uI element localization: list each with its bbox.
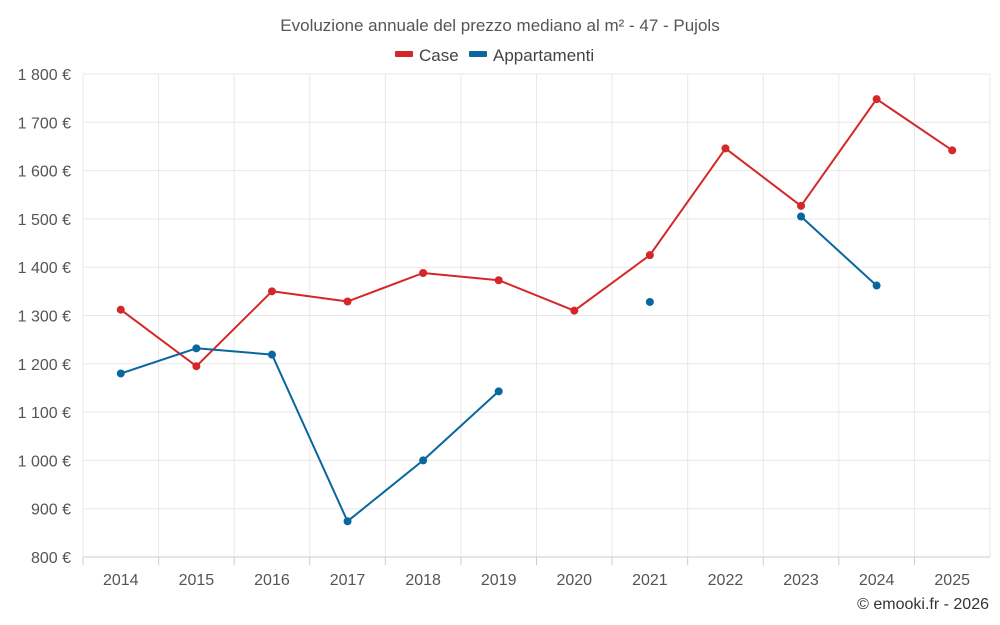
data-point-case[interactable]	[872, 95, 881, 104]
x-tick-label: 2025	[934, 572, 970, 589]
data-point-case[interactable]	[948, 146, 957, 155]
series-line-appartamenti	[800, 215, 878, 287]
x-tick-label: 2024	[859, 572, 895, 589]
x-tick-label: 2016	[254, 572, 290, 589]
y-tick-label: 1 200 €	[18, 357, 71, 374]
y-tick-label: 1 000 €	[18, 453, 71, 470]
x-tick-label: 2018	[405, 572, 441, 589]
data-point-appartamenti[interactable]	[419, 456, 428, 465]
y-tick-label: 900 €	[31, 502, 71, 519]
data-point-appartamenti[interactable]	[192, 344, 201, 353]
y-tick-label: 800 €	[31, 550, 71, 567]
legend[interactable]: Case Appartamenti	[395, 46, 594, 65]
data-point-case[interactable]	[267, 287, 276, 296]
data-point-appartamenti[interactable]	[343, 517, 352, 526]
data-point-case[interactable]	[721, 144, 730, 153]
legend-swatch-case	[395, 51, 413, 57]
data-point-appartamenti[interactable]	[494, 387, 503, 396]
data-point-case[interactable]	[116, 305, 125, 314]
data-point-case[interactable]	[645, 251, 654, 260]
data-point-case[interactable]	[192, 362, 201, 371]
x-tick-label: 2022	[708, 572, 744, 589]
series-line-appartamenti	[120, 347, 500, 523]
legend-swatch-appartamenti	[469, 51, 487, 57]
y-axis-ticks: 800 € 900 € 1 000 € 1 100 € 1 200 € 1 300 € 1 …	[18, 67, 71, 567]
data-point-case[interactable]	[797, 201, 806, 210]
series-appartamenti	[116, 212, 881, 526]
legend-item-case[interactable]: Case	[395, 46, 459, 65]
x-axis-ticks: 2014 2015 2016 2017 2018 2019 2020 2021 2022 2023…	[103, 572, 970, 589]
credit-text: © emooki.fr - 2026	[857, 596, 989, 613]
legend-item-appartamenti[interactable]: Appartamenti	[469, 46, 594, 65]
x-tick-label: 2020	[556, 572, 592, 589]
series	[116, 95, 957, 526]
y-tick-label: 1 600 €	[18, 164, 71, 181]
grid	[82, 73, 991, 565]
y-tick-label: 1 100 €	[18, 405, 71, 422]
y-tick-label: 1 400 €	[18, 260, 71, 277]
data-point-case[interactable]	[419, 268, 428, 277]
x-tick-label: 2021	[632, 572, 668, 589]
x-tick-label: 2019	[481, 572, 517, 589]
x-tick-label: 2023	[783, 572, 819, 589]
y-tick-label: 1 500 €	[18, 212, 71, 229]
x-tick-label: 2014	[103, 572, 139, 589]
x-tick-label: 2015	[179, 572, 215, 589]
data-point-appartamenti[interactable]	[872, 281, 881, 290]
series-case	[116, 95, 957, 371]
chart-title: Evoluzione annuale del prezzo mediano al…	[280, 16, 719, 35]
data-point-appartamenti[interactable]	[797, 212, 806, 221]
y-tick-label: 1 800 €	[18, 67, 71, 84]
data-point-case[interactable]	[494, 276, 503, 285]
legend-label-appartamenti: Appartamenti	[493, 46, 594, 65]
data-point-appartamenti[interactable]	[267, 350, 276, 359]
data-point-appartamenti[interactable]	[116, 369, 125, 378]
data-point-case[interactable]	[343, 297, 352, 306]
data-point-appartamenti[interactable]	[645, 297, 654, 306]
series-line-case	[120, 98, 953, 368]
y-tick-label: 1 300 €	[18, 309, 71, 326]
legend-label-case: Case	[419, 46, 459, 65]
data-point-case[interactable]	[570, 306, 579, 315]
y-tick-label: 1 700 €	[18, 115, 71, 132]
x-tick-label: 2017	[330, 572, 366, 589]
